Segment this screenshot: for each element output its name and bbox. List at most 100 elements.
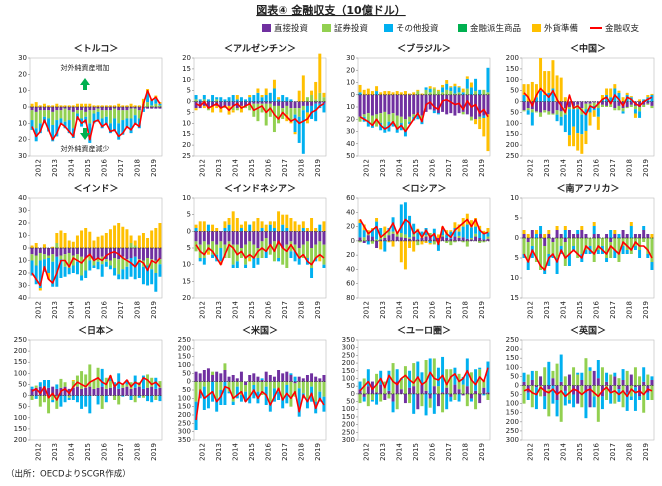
y-tick-label: 20 (18, 269, 27, 277)
legend-label: 直接投資 (274, 23, 308, 34)
bar-segment (293, 221, 297, 232)
bar-segment (526, 84, 530, 102)
bar-segment (194, 101, 198, 109)
bar-segment (42, 244, 46, 248)
bar-segment (84, 107, 88, 112)
bar-segment (38, 107, 42, 111)
bar-segment (584, 109, 588, 131)
bar-segment (38, 253, 42, 261)
y-tick-label: 40 (346, 265, 355, 273)
bar-segment (150, 377, 154, 387)
bar-segment (71, 380, 75, 382)
bar-segment (108, 381, 112, 388)
y-tick-label: 10 (182, 194, 191, 202)
bar-segment (449, 231, 453, 239)
bar-segment (478, 367, 482, 370)
bar-segment (416, 113, 420, 120)
bar-segment (366, 113, 370, 121)
bar-segment (305, 398, 309, 409)
bar-segment (268, 231, 272, 245)
bar-segment (424, 89, 428, 95)
y-tick-label: 20 (346, 115, 355, 123)
bar-segment (379, 240, 383, 250)
bar-segment (478, 225, 482, 230)
y-tick-label: 40 (18, 194, 27, 202)
bar-segment (592, 102, 596, 106)
bar-segment (219, 97, 223, 102)
x-tick-label: 2019 (642, 159, 650, 177)
y-tick-label: 20 (346, 223, 355, 231)
bar-segment (416, 393, 420, 410)
bar-segment (301, 221, 305, 228)
bar-segment (461, 88, 465, 93)
bar-segment (383, 94, 387, 112)
bar-segment (71, 105, 75, 107)
x-tick-label: 2017 (281, 443, 289, 461)
x-tick-label: 2016 (592, 300, 600, 318)
bar-segment (121, 107, 125, 111)
bar-segment (256, 103, 260, 122)
bar-segment (272, 79, 276, 89)
y-tick-label: 20 (182, 294, 191, 302)
bar-segment (223, 228, 227, 232)
bar-segment (383, 226, 387, 233)
bar-segment (215, 244, 219, 255)
bar-segment (633, 246, 637, 250)
bar-segment (584, 234, 588, 238)
bar-segment (650, 238, 654, 262)
bar-segment (264, 95, 268, 102)
bar-segment (125, 248, 129, 260)
bar-segment (260, 381, 264, 395)
y-tick-label: 40 (346, 208, 355, 216)
bar-segment (633, 105, 637, 110)
bar-segment (55, 120, 59, 137)
bar-segment (211, 101, 215, 106)
bar-segment (260, 380, 264, 382)
x-tick-label: 2012 (34, 443, 42, 461)
bar-segment (71, 395, 75, 400)
bar-segment (482, 380, 486, 388)
bar-segment (547, 230, 551, 234)
bar-segment (457, 92, 461, 95)
legend-swatch (384, 24, 393, 32)
bar-segment (403, 202, 407, 235)
bar-segment (59, 110, 63, 119)
x-tick-label: 2014 (67, 158, 75, 176)
bar-segment (543, 367, 547, 386)
bar-segment (38, 110, 42, 124)
bar-segment (108, 248, 112, 261)
bar-segment (108, 260, 112, 266)
x-tick-label: 2013 (379, 159, 387, 177)
legend-swatch (458, 24, 467, 32)
x-tick-label: 2018 (133, 159, 141, 177)
bar-segment (264, 103, 268, 126)
bar-segment (285, 231, 289, 245)
bar-segment (80, 371, 84, 389)
bar-segment (34, 248, 38, 256)
bar-segment (47, 258, 51, 273)
bar-segment (63, 386, 67, 396)
bar-segment (478, 94, 482, 117)
bar-segment (572, 109, 576, 127)
x-tick-label: 2012 (526, 159, 534, 177)
bar-segment (412, 386, 416, 394)
bar-segment (482, 240, 486, 243)
bar-segment (256, 231, 260, 248)
bar-segment (474, 369, 478, 391)
bar-segment (223, 370, 227, 382)
bar-segment (436, 386, 440, 394)
bar-segment (281, 224, 285, 232)
bar-segment (239, 248, 243, 258)
bar-segment (272, 105, 276, 133)
bar-segment (605, 372, 609, 382)
bar-segment (629, 101, 633, 105)
bar-segment (600, 238, 604, 246)
bar-segment (584, 392, 588, 419)
bar-segment (621, 97, 625, 102)
bar-segment (445, 83, 449, 90)
bar-segment (34, 395, 38, 399)
bar-segment (650, 376, 654, 380)
bar-segment (55, 243, 59, 248)
bar-segment (248, 95, 252, 98)
bar-segment (482, 393, 486, 396)
